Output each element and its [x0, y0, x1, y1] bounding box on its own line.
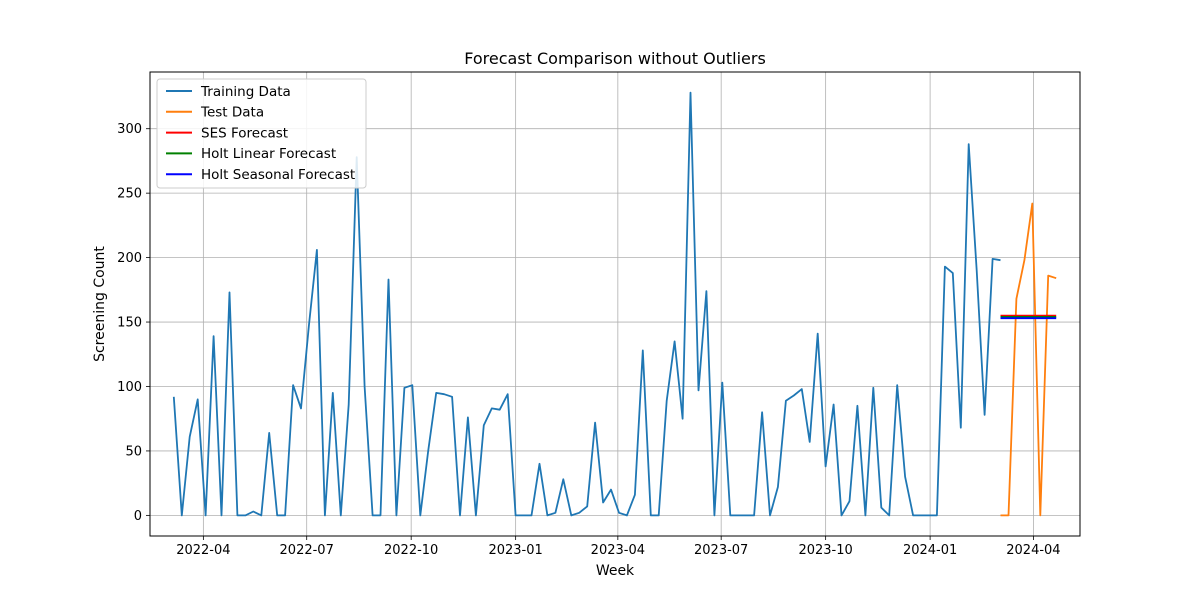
series-line-training-data: [172, 91, 1001, 517]
x-tick-label: 2022-04: [176, 543, 230, 558]
chart-title: Forecast Comparison without Outliers: [464, 49, 766, 68]
x-tick-label: 2024-04: [1006, 543, 1060, 558]
x-axis-label: Week: [596, 563, 635, 579]
y-tick-label: 100: [117, 380, 142, 395]
x-tick-label: 2023-10: [798, 543, 852, 558]
legend: Training Data Test Data SES Forecast Holt L…: [156, 78, 367, 189]
legend-label: Holt Linear Forecast: [201, 146, 336, 162]
legend-label: Training Data: [200, 84, 291, 100]
x-tick-label: 2023-01: [488, 543, 542, 558]
x-tick-label: 2022-07: [280, 543, 334, 558]
y-tick-label: 300: [117, 122, 142, 137]
legend-box: [156, 78, 367, 189]
legend-label: Holt Seasonal Forecast: [201, 167, 355, 183]
y-axis-label: Screening Count: [92, 246, 108, 362]
y-tick-label: 50: [125, 444, 142, 459]
x-tick-label: 2022-10: [384, 543, 438, 558]
y-tick-label: 0: [134, 509, 142, 524]
plot-frame: [149, 71, 1081, 537]
y-tick-label: 250: [117, 187, 142, 202]
x-tick-label: 2024-01: [903, 543, 957, 558]
legend-label: Test Data: [200, 105, 264, 121]
x-tick-label: 2023-07: [694, 543, 748, 558]
axis-ticks: 2022-04 2022-07 2022-10 2023-01 2023-04 2023-…: [117, 122, 1060, 558]
series-lines: [172, 91, 1057, 517]
y-tick-label: 200: [117, 251, 142, 266]
x-tick-label: 2023-04: [591, 543, 645, 558]
y-tick-label: 150: [117, 316, 142, 331]
legend-label: SES Forecast: [201, 125, 288, 141]
